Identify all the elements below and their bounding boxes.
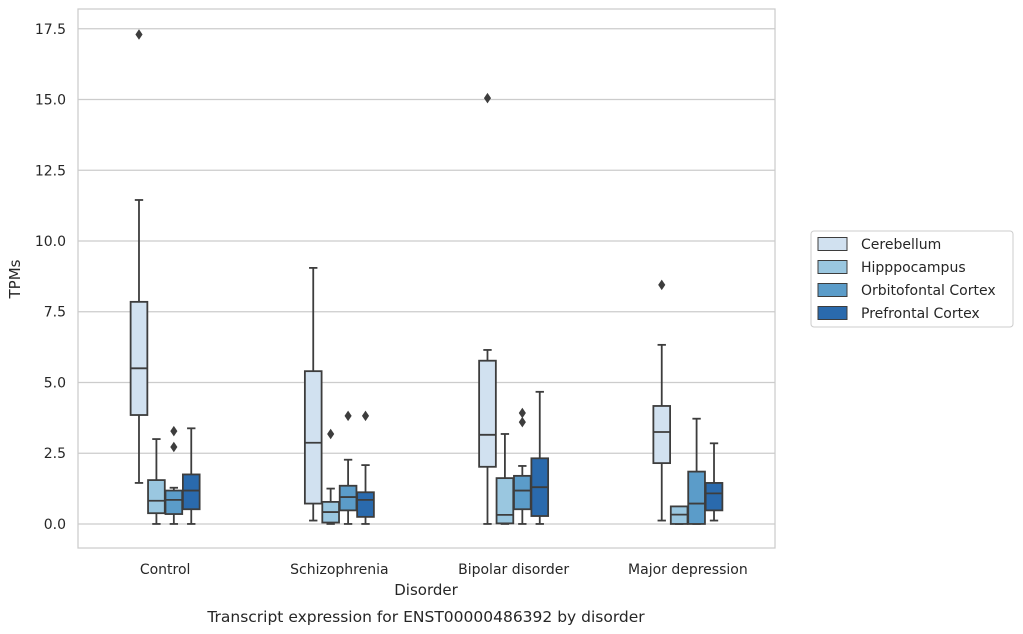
box-iqr — [704, 482, 724, 512]
y-tick-labels: 0.0 2.5 5.0 7.5 10.0 12.5 15.0 17.5 — [35, 22, 66, 533]
box-cerebellum — [652, 279, 672, 522]
y-tick-label: 2.5 — [44, 446, 66, 462]
y-tick-label: 10.0 — [35, 234, 66, 250]
legend-item: Cerebellum — [817, 237, 941, 253]
legend: Cerebellum Hipppocampus Orbitofontal Corte… — [810, 230, 1014, 328]
box-hipppocampus — [669, 505, 689, 525]
box-prefrontal-cortex — [356, 410, 375, 525]
box-prefrontal-cortex — [181, 427, 201, 525]
legend-swatch — [817, 237, 848, 251]
legend-label: Orbitofontal Cortex — [861, 283, 996, 299]
x-tick-label: Control — [140, 562, 191, 578]
box-iqr — [338, 484, 358, 512]
chart-caption: Transcript expression for ENST0000048639… — [206, 608, 645, 626]
box-orbitofontal-cortex — [338, 410, 358, 525]
legend-item: Hipppocampus — [817, 260, 966, 276]
box-iqr — [652, 405, 672, 465]
outlier-marker — [361, 410, 370, 422]
outlier-marker — [170, 441, 178, 453]
box-hipppocampus — [147, 438, 166, 525]
box-cerebellum — [303, 266, 323, 522]
box-orbitofontal-cortex — [164, 425, 184, 525]
outlier-marker — [344, 410, 352, 422]
box-hipppocampus — [321, 428, 340, 525]
legend-label: Hipppocampus — [861, 260, 966, 276]
legend-swatch — [817, 260, 848, 274]
legend-item: Prefrontal Cortex — [817, 306, 980, 322]
x-tick-label: Bipolar disorder — [458, 562, 569, 578]
y-tick-label: 7.5 — [44, 305, 66, 321]
y-tick-label: 17.5 — [35, 22, 66, 38]
box-orbitofontal-cortex — [513, 407, 532, 525]
y-tick-label: 5.0 — [44, 375, 66, 391]
box-layer — [129, 29, 724, 525]
box-iqr — [513, 474, 532, 511]
box-cerebellum — [478, 92, 497, 525]
box-iqr — [164, 489, 184, 515]
gridlines — [78, 28, 775, 525]
y-tick-label: 15.0 — [35, 93, 66, 109]
legend-swatch — [817, 306, 848, 320]
outlier-marker — [170, 425, 178, 437]
box-prefrontal-cortex — [704, 442, 724, 522]
outlier-marker — [327, 428, 335, 440]
box-iqr — [181, 473, 201, 511]
x-tick-label: Major depression — [628, 562, 748, 578]
x-tick-labels: Control Schizophrenia Bipolar disorder Majo… — [140, 562, 748, 578]
box-iqr — [129, 300, 149, 416]
box-prefrontal-cortex — [530, 390, 550, 525]
legend-frame — [810, 230, 1014, 328]
outlier-marker — [658, 279, 666, 291]
legend-label: Cerebellum — [861, 237, 941, 253]
x-axis-label: Disorder — [394, 581, 458, 599]
outlier-marker — [518, 416, 526, 428]
box-cerebellum — [129, 29, 149, 484]
box-orbitofontal-cortex — [687, 417, 706, 525]
box-iqr — [356, 491, 375, 518]
y-axis-label: TPMs — [6, 259, 24, 299]
y-tick-label: 12.5 — [35, 163, 66, 179]
y-tick-label: 0.0 — [44, 517, 66, 533]
outlier-marker — [135, 29, 143, 40]
box-iqr — [495, 477, 515, 525]
x-tick-label: Schizophrenia — [290, 562, 388, 578]
box-iqr — [687, 470, 706, 525]
outlier-marker — [518, 407, 526, 419]
legend-label: Prefrontal Cortex — [861, 306, 980, 322]
legend-item: Orbitofontal Cortex — [817, 283, 996, 299]
outlier-marker — [483, 92, 492, 104]
box-iqr — [478, 359, 497, 468]
box-hipppocampus — [495, 433, 515, 525]
legend-swatch — [817, 283, 848, 297]
box-iqr — [147, 479, 166, 515]
box-iqr — [303, 370, 323, 505]
plot-frame — [77, 8, 776, 549]
